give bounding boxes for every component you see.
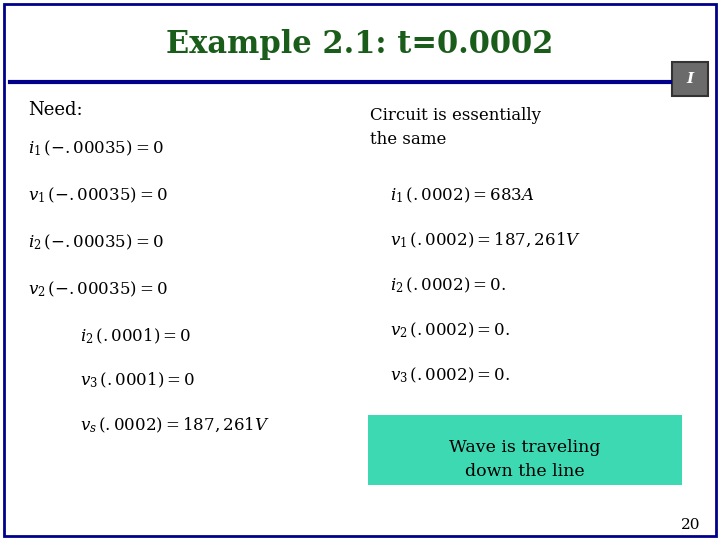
Bar bbox=[368, 415, 682, 485]
Text: $v_s\,(.0002)= 187,261V$: $v_s\,(.0002)= 187,261V$ bbox=[80, 415, 270, 435]
Text: $i_1\,(-.00035)= 0$: $i_1\,(-.00035)= 0$ bbox=[28, 138, 163, 158]
Text: $v_1\,(-.00035)= 0$: $v_1\,(-.00035)= 0$ bbox=[28, 185, 168, 205]
Text: $i_2\,(-.00035)= 0$: $i_2\,(-.00035)= 0$ bbox=[28, 232, 163, 252]
Text: Wave is traveling: Wave is traveling bbox=[449, 440, 600, 456]
Text: $v_2\,(.0002)= 0.$: $v_2\,(.0002)= 0.$ bbox=[390, 320, 510, 340]
Text: Need:: Need: bbox=[28, 101, 83, 119]
Text: the same: the same bbox=[370, 132, 446, 148]
Text: down the line: down the line bbox=[465, 463, 585, 481]
Text: $v_1\,(.0002)= 187,261V$: $v_1\,(.0002)= 187,261V$ bbox=[390, 230, 581, 249]
Text: Circuit is essentially: Circuit is essentially bbox=[370, 106, 541, 124]
Text: $i_1\,(.0002)= 683A$: $i_1\,(.0002)= 683A$ bbox=[390, 185, 535, 205]
Text: $i_2\,(.0002)= 0.$: $i_2\,(.0002)= 0.$ bbox=[390, 275, 506, 295]
Text: $v_3\,(.0002)= 0.$: $v_3\,(.0002)= 0.$ bbox=[390, 365, 510, 384]
Text: $i_2\,(.0001)= 0$: $i_2\,(.0001)= 0$ bbox=[80, 326, 192, 346]
Text: $v_2\,(-.00035)= 0$: $v_2\,(-.00035)= 0$ bbox=[28, 279, 168, 299]
Text: 20: 20 bbox=[680, 518, 700, 532]
Text: Example 2.1: t=0.0002: Example 2.1: t=0.0002 bbox=[166, 30, 554, 60]
Bar bbox=[672, 62, 708, 96]
Text: $v_3\,(.0001)= 0$: $v_3\,(.0001)= 0$ bbox=[80, 370, 195, 390]
Text: I: I bbox=[686, 72, 693, 86]
